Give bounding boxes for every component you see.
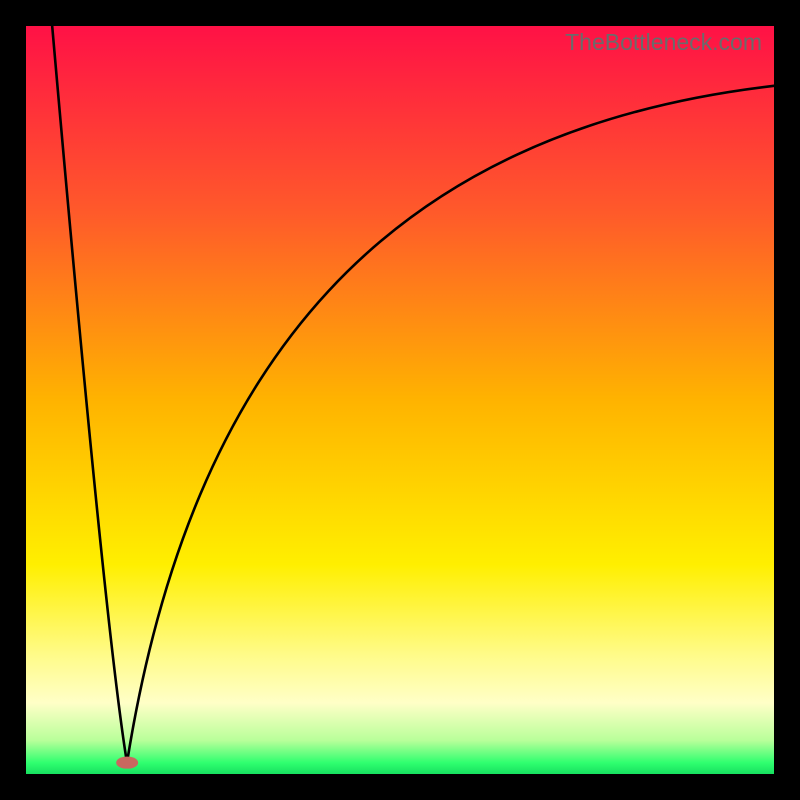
minimum-marker bbox=[116, 756, 138, 769]
plot-svg bbox=[26, 26, 774, 774]
plot-area bbox=[26, 26, 774, 774]
bottleneck-curve bbox=[52, 26, 774, 763]
watermark-text: TheBottleneck.com bbox=[565, 29, 762, 56]
chart-frame: TheBottleneck.com bbox=[0, 0, 800, 800]
